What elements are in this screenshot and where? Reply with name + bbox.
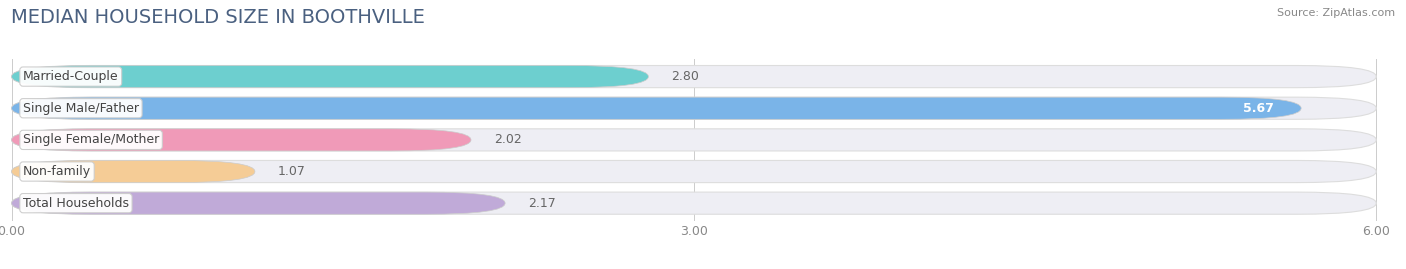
FancyBboxPatch shape bbox=[11, 129, 1376, 151]
FancyBboxPatch shape bbox=[11, 192, 1376, 214]
FancyBboxPatch shape bbox=[11, 66, 648, 88]
Text: Married-Couple: Married-Couple bbox=[22, 70, 118, 83]
Text: 2.17: 2.17 bbox=[527, 197, 555, 210]
Text: Non-family: Non-family bbox=[22, 165, 91, 178]
FancyBboxPatch shape bbox=[11, 192, 505, 214]
Text: 2.02: 2.02 bbox=[494, 133, 522, 146]
Text: Single Male/Father: Single Male/Father bbox=[22, 102, 139, 115]
Text: 1.07: 1.07 bbox=[278, 165, 305, 178]
Text: Source: ZipAtlas.com: Source: ZipAtlas.com bbox=[1277, 8, 1395, 18]
Text: 5.67: 5.67 bbox=[1243, 102, 1274, 115]
FancyBboxPatch shape bbox=[11, 66, 1376, 88]
FancyBboxPatch shape bbox=[11, 97, 1301, 119]
FancyBboxPatch shape bbox=[11, 160, 1376, 183]
FancyBboxPatch shape bbox=[11, 160, 254, 183]
Text: Total Households: Total Households bbox=[22, 197, 129, 210]
Text: 2.80: 2.80 bbox=[671, 70, 699, 83]
FancyBboxPatch shape bbox=[11, 97, 1376, 119]
FancyBboxPatch shape bbox=[11, 129, 471, 151]
Text: MEDIAN HOUSEHOLD SIZE IN BOOTHVILLE: MEDIAN HOUSEHOLD SIZE IN BOOTHVILLE bbox=[11, 8, 425, 27]
Text: Single Female/Mother: Single Female/Mother bbox=[22, 133, 159, 146]
